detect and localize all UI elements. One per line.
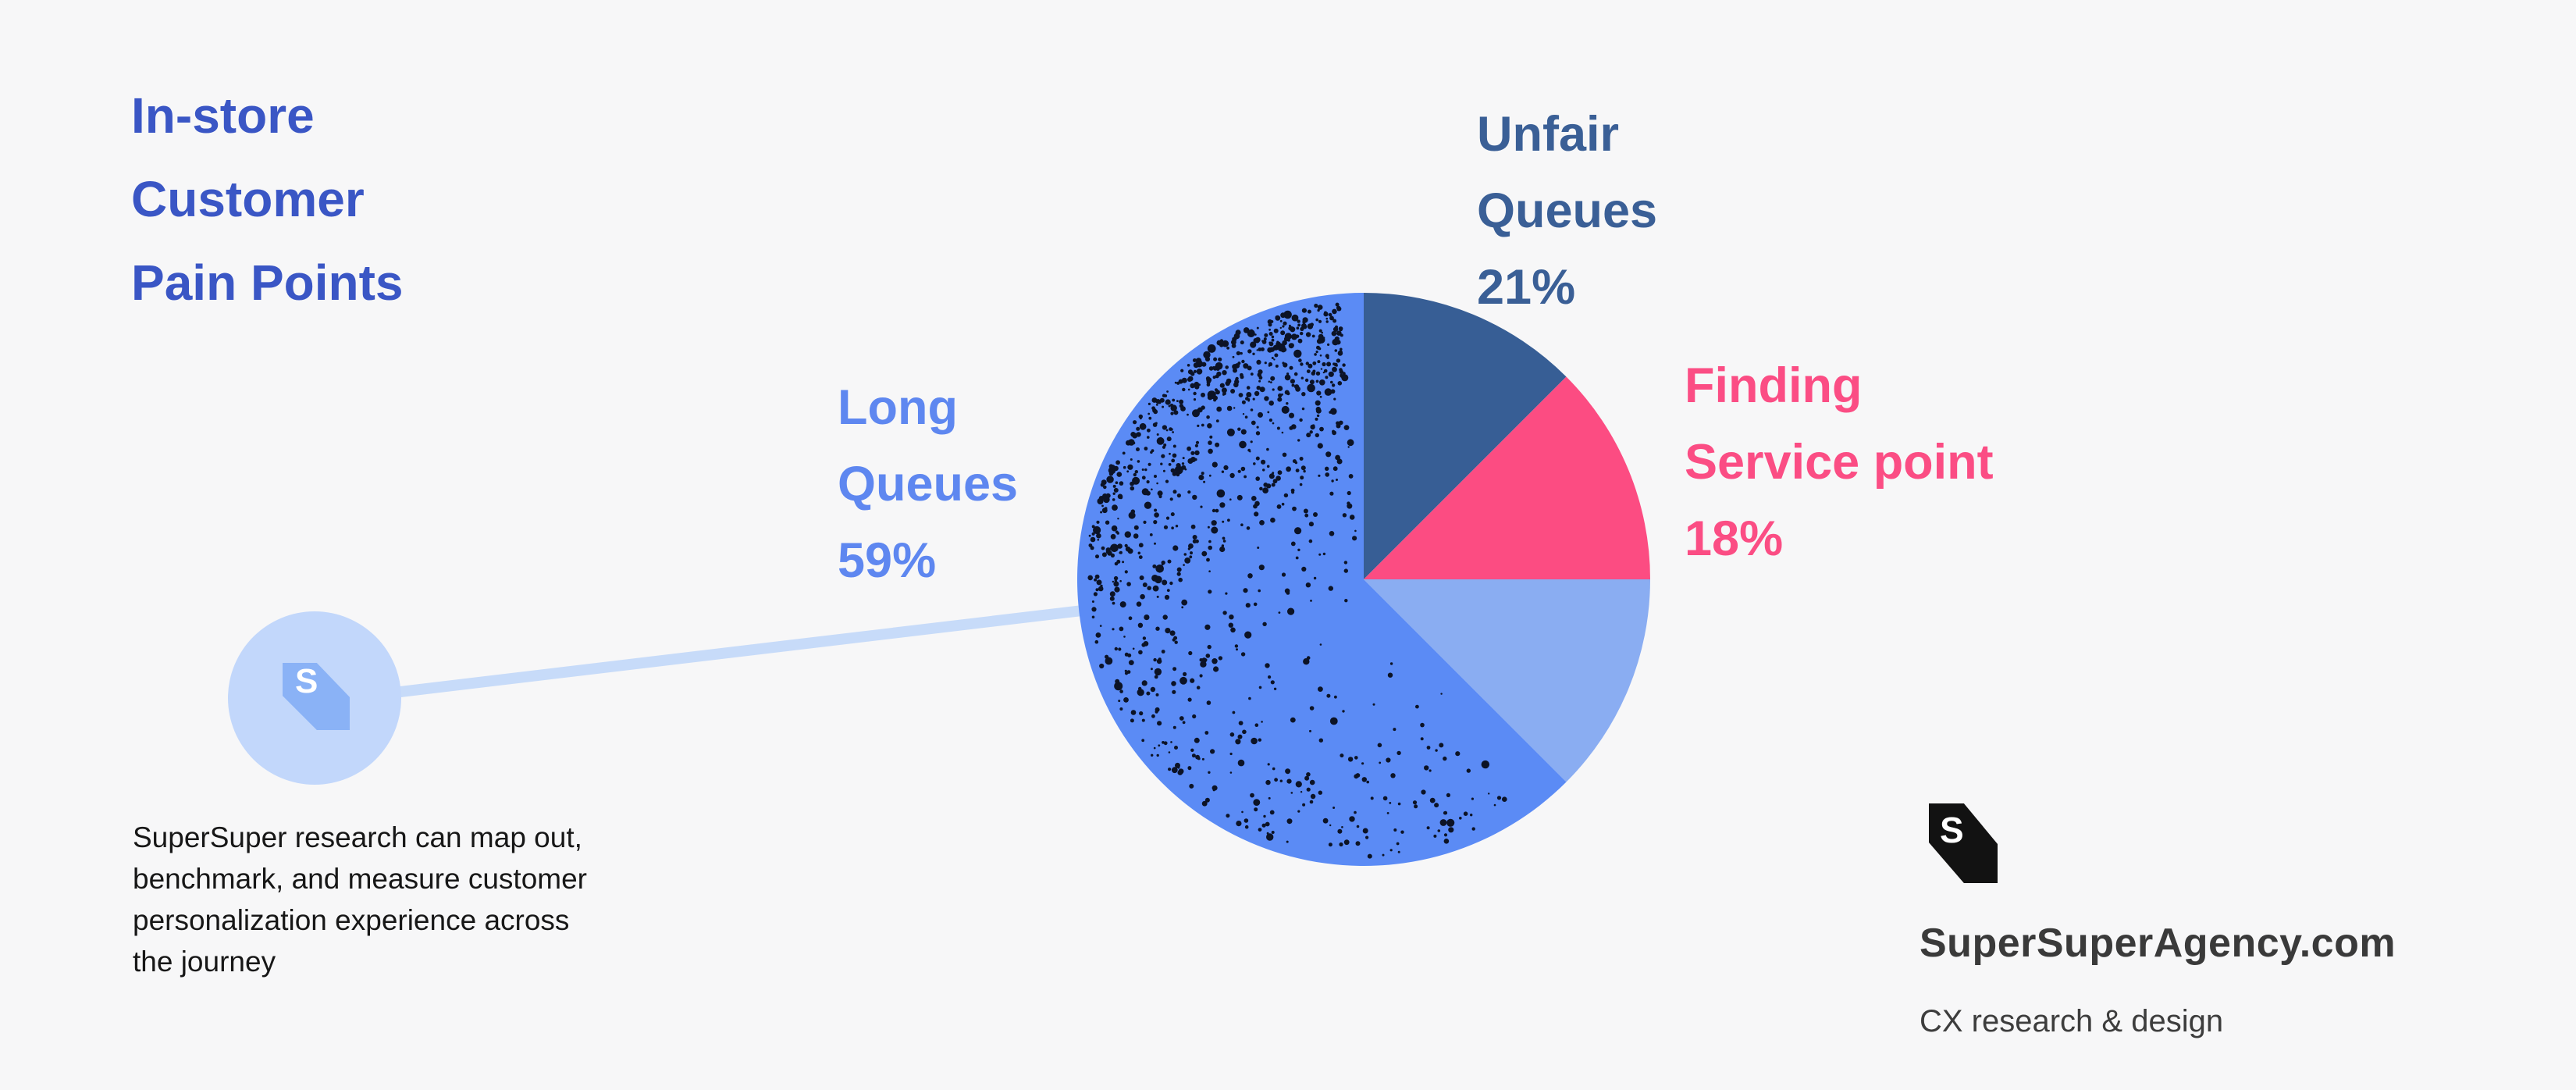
pie-label-finding-service-point: Finding Service point 18% — [1685, 358, 1994, 566]
brand-domain: SuperSuperAgency.com — [1920, 921, 2396, 966]
brand-tag-icon-letter: S — [1940, 810, 1964, 850]
connector-line — [395, 602, 1114, 697]
brand-tag-icon: S — [1929, 803, 1998, 883]
pie-label-long-queues: Long Queues 59% — [838, 380, 1019, 588]
pie-segment-unfair-queues — [1364, 293, 1567, 579]
tag-icon-letter: S — [295, 662, 318, 700]
speckle-texture — [1087, 302, 1507, 859]
brand-badge-circle: S — [228, 611, 401, 785]
pie-segment-unlabeled — [1364, 579, 1650, 782]
pie-segment-long-queues — [1076, 293, 1567, 867]
page-title: In-store Customer Pain Points — [131, 87, 404, 311]
pie-segment-finding-service-point — [1364, 376, 1650, 579]
annotation-text: SuperSuper research can map out, benchma… — [133, 821, 587, 978]
brand-tagline: CX research & design — [1920, 1004, 2224, 1038]
tag-icon: S — [283, 663, 350, 730]
pie-label-unfair-queues: Unfair Queues 21% — [1477, 107, 1658, 315]
